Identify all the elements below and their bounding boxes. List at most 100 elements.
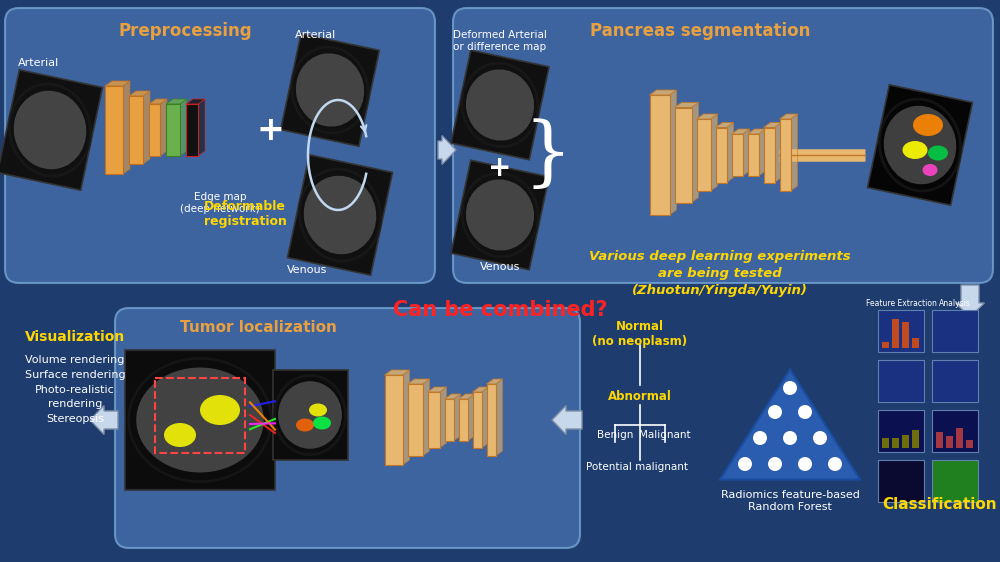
FancyBboxPatch shape [882,342,889,348]
Text: }: } [524,118,572,192]
Polygon shape [720,369,860,479]
FancyBboxPatch shape [780,119,790,191]
FancyArrow shape [552,406,582,434]
FancyBboxPatch shape [428,392,440,448]
Polygon shape [726,123,734,183]
Polygon shape [143,91,150,164]
Text: +: + [256,114,284,147]
FancyBboxPatch shape [748,134,759,176]
Text: Classification: Classification [883,497,997,512]
FancyBboxPatch shape [892,319,899,348]
Polygon shape [402,370,410,465]
FancyBboxPatch shape [966,439,973,448]
Polygon shape [428,387,446,392]
Polygon shape [160,99,167,156]
Ellipse shape [296,419,314,432]
FancyBboxPatch shape [5,8,435,283]
Text: Benign: Benign [597,430,633,440]
FancyBboxPatch shape [732,134,742,176]
Ellipse shape [313,416,331,429]
Circle shape [798,405,812,419]
Polygon shape [125,350,275,490]
FancyBboxPatch shape [956,428,963,448]
Text: Abnormal: Abnormal [608,390,672,403]
FancyBboxPatch shape [912,430,919,448]
Polygon shape [674,102,698,107]
Ellipse shape [902,141,928,159]
Polygon shape [468,394,475,441]
Polygon shape [748,129,766,134]
Polygon shape [105,81,130,86]
Circle shape [813,431,827,445]
FancyBboxPatch shape [936,486,943,498]
FancyBboxPatch shape [696,119,710,191]
Polygon shape [451,50,549,160]
Circle shape [753,431,767,445]
Ellipse shape [200,395,240,425]
Polygon shape [288,155,392,275]
Polygon shape [186,99,205,104]
Ellipse shape [309,404,327,416]
Ellipse shape [296,53,364,126]
FancyBboxPatch shape [444,399,454,441]
FancyBboxPatch shape [936,432,943,448]
Text: +: + [488,154,512,182]
FancyBboxPatch shape [115,308,580,548]
FancyBboxPatch shape [764,128,774,183]
Circle shape [738,457,752,471]
Polygon shape [692,102,698,202]
Ellipse shape [278,381,342,448]
Circle shape [798,457,812,471]
Polygon shape [129,91,150,96]
FancyBboxPatch shape [878,410,924,452]
Polygon shape [281,34,379,146]
FancyBboxPatch shape [650,95,670,215]
Polygon shape [732,129,750,134]
Polygon shape [716,123,734,128]
Text: Arterial: Arterial [295,30,336,40]
Polygon shape [742,129,750,176]
FancyBboxPatch shape [486,384,496,456]
Polygon shape [458,394,475,399]
FancyBboxPatch shape [408,384,422,456]
Polygon shape [451,160,549,270]
Circle shape [783,431,797,445]
Polygon shape [670,90,676,215]
Polygon shape [384,370,410,375]
Ellipse shape [913,114,943,136]
FancyBboxPatch shape [186,104,198,156]
Text: Arterial: Arterial [18,58,59,68]
Polygon shape [180,99,187,156]
FancyBboxPatch shape [932,460,978,502]
FancyBboxPatch shape [149,104,160,156]
Ellipse shape [922,164,938,176]
FancyBboxPatch shape [473,392,482,448]
FancyBboxPatch shape [878,460,924,502]
FancyBboxPatch shape [166,104,180,156]
Text: Various deep learning experiments
are being tested
(Zhuotun/Yingda/Yuyin): Various deep learning experiments are be… [589,250,851,297]
FancyBboxPatch shape [892,438,899,448]
Text: Potential malignant: Potential malignant [586,462,688,472]
FancyBboxPatch shape [878,360,924,402]
Circle shape [783,381,797,395]
FancyBboxPatch shape [453,8,993,283]
FancyArrow shape [438,135,456,165]
Text: Visualization: Visualization [25,330,125,344]
Polygon shape [123,81,130,174]
Text: Pancreas segmentation: Pancreas segmentation [590,22,810,40]
FancyBboxPatch shape [902,436,909,448]
Text: Edge map
(deep network): Edge map (deep network) [180,192,260,214]
Circle shape [768,405,782,419]
Ellipse shape [466,179,534,251]
FancyBboxPatch shape [932,410,978,452]
Polygon shape [444,394,460,399]
Polygon shape [440,387,446,448]
FancyBboxPatch shape [129,96,143,164]
FancyBboxPatch shape [878,310,924,352]
FancyBboxPatch shape [946,436,953,448]
Polygon shape [696,114,718,119]
Ellipse shape [928,146,948,161]
Text: Can be combined?: Can be combined? [393,300,607,320]
FancyBboxPatch shape [932,360,978,402]
FancyArrow shape [90,406,118,434]
